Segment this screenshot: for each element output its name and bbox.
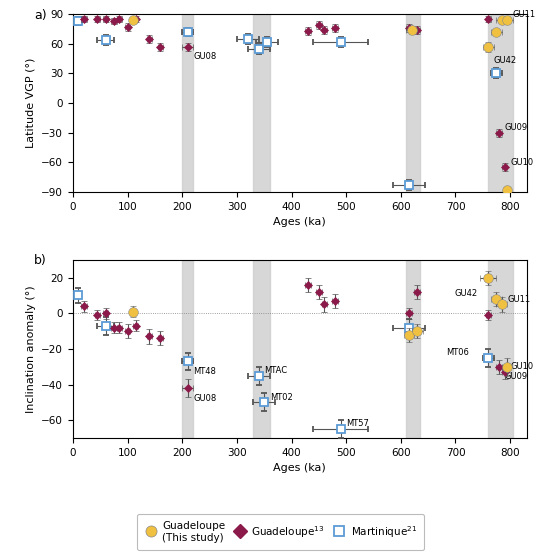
- Legend: Guadeloupe
(This study), Guadeloupe$^{13}$, Martinique$^{21}$: Guadeloupe (This study), Guadeloupe$^{13…: [137, 514, 424, 550]
- Text: GU08: GU08: [193, 52, 217, 61]
- Bar: [253, 260, 269, 438]
- Bar: [182, 14, 193, 192]
- Text: MT02: MT02: [270, 393, 293, 402]
- Text: GU11: GU11: [513, 10, 536, 19]
- Y-axis label: Latitude VGP (°): Latitude VGP (°): [26, 58, 36, 148]
- Text: MT06: MT06: [447, 348, 469, 357]
- Text: MTAC: MTAC: [264, 366, 287, 375]
- Text: GU42: GU42: [455, 289, 478, 299]
- Text: GU09: GU09: [505, 372, 528, 381]
- Text: GU11: GU11: [508, 295, 531, 304]
- Text: GU08: GU08: [193, 393, 217, 403]
- Bar: [406, 14, 420, 192]
- Bar: [253, 14, 269, 192]
- Text: MT57: MT57: [346, 420, 369, 429]
- Y-axis label: Inclination anomaly (°): Inclination anomaly (°): [26, 285, 36, 413]
- Text: GU10: GU10: [510, 157, 534, 167]
- Bar: [488, 14, 513, 192]
- X-axis label: Ages (ka): Ages (ka): [273, 463, 326, 473]
- Text: a): a): [35, 8, 47, 22]
- Bar: [406, 260, 420, 438]
- Bar: [182, 260, 193, 438]
- Text: GU09: GU09: [505, 123, 528, 132]
- Text: GU10: GU10: [510, 362, 534, 371]
- X-axis label: Ages (ka): Ages (ka): [273, 218, 326, 228]
- Text: b): b): [35, 254, 47, 267]
- Bar: [488, 260, 513, 438]
- Text: GU42: GU42: [494, 56, 517, 65]
- Text: MT48: MT48: [193, 367, 216, 376]
